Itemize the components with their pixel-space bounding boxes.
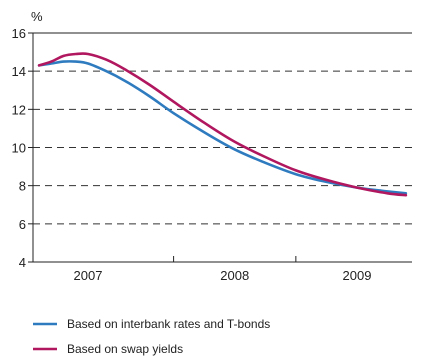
grid xyxy=(33,70,412,225)
y-tick-label-4: 4 xyxy=(19,255,26,270)
x-tick-labels: 2007 2008 2009 xyxy=(74,268,372,283)
y-tick-label-8: 8 xyxy=(19,179,26,194)
axes xyxy=(28,32,412,263)
y-tick-label-16: 16 xyxy=(12,26,26,41)
legend-label-1: Based on interbank rates and T-bonds xyxy=(67,317,270,331)
x-tick-label-2007: 2007 xyxy=(74,268,103,283)
y-unit-label: % xyxy=(31,9,43,24)
legend-label-2: Based on swap yields xyxy=(67,342,183,356)
series-lines xyxy=(37,52,408,197)
y-tick-label-10: 10 xyxy=(12,141,26,156)
y-tick-label-6: 6 xyxy=(19,217,26,232)
y-tick-labels: 4 6 8 10 12 14 16 xyxy=(12,26,26,270)
y-tick-label-14: 14 xyxy=(12,64,26,79)
x-tick-label-2008: 2008 xyxy=(220,268,249,283)
series-line-2 xyxy=(37,52,408,197)
series-line-1 xyxy=(37,60,408,195)
x-tick-label-2009: 2009 xyxy=(343,268,372,283)
y-tick-label-12: 12 xyxy=(12,102,26,117)
legend: Based on interbank rates and T-bonds Base… xyxy=(33,317,270,356)
